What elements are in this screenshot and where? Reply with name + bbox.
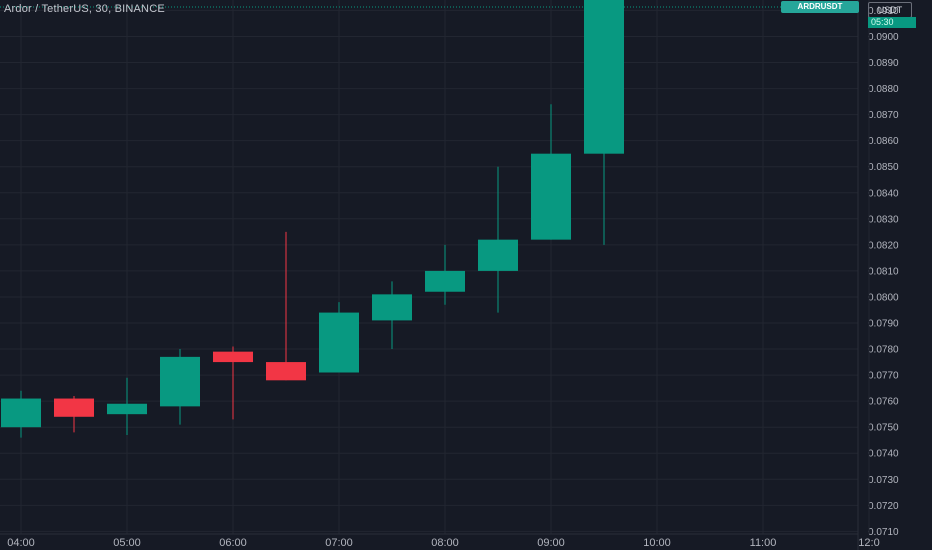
candle-body[interactable] (584, 0, 624, 154)
price-tick-label: 0.0910 (868, 6, 899, 17)
candle-body[interactable] (478, 239, 518, 271)
candle-body[interactable] (1, 398, 41, 428)
price-tick-label: 0.0900 (868, 32, 899, 43)
time-tick-label: 09:00 (537, 537, 565, 549)
price-tick-label: 0.0740 (868, 449, 899, 460)
candle-body[interactable] (372, 294, 412, 321)
price-tick-label: 0.0870 (868, 110, 899, 121)
price-tick-label: 0.0750 (868, 423, 899, 434)
candle-body[interactable] (160, 356, 200, 407)
time-tick-label: 06:00 (219, 537, 247, 549)
time-tick-label: 12:0 (858, 537, 879, 549)
time-tick-label: 08:00 (431, 537, 459, 549)
price-tick-label: 0.0860 (868, 136, 899, 147)
ticker-badge: ARDRUSDT (781, 1, 859, 13)
currency-selector[interactable]: USDT (868, 2, 912, 18)
candle-body[interactable] (425, 270, 465, 292)
price-tick-label: 0.0780 (868, 345, 899, 356)
chart-title: Ardor / TetherUS, 30, BINANCE (4, 3, 165, 15)
candle-body[interactable] (213, 351, 253, 363)
price-tick-label: 0.0830 (868, 214, 899, 225)
candle-body[interactable] (54, 398, 94, 417)
price-tick-label: 0.0790 (868, 319, 899, 330)
candle-body[interactable] (319, 312, 359, 373)
price-tick-label: 0.0710 (868, 527, 899, 538)
time-tick-label: 05:00 (113, 537, 141, 549)
time-tick-label: 10:00 (643, 537, 671, 549)
price-tick-label: 0.0820 (868, 240, 899, 251)
price-tick-label: 0.0760 (868, 397, 899, 408)
time-tick-label: 04:00 (7, 537, 35, 549)
candle-body[interactable] (107, 403, 147, 415)
price-tick-label: 0.0730 (868, 475, 899, 486)
price-tick-label: 0.0800 (868, 292, 899, 303)
time-tick-label: 07:00 (325, 537, 353, 549)
price-tick-label: 0.0880 (868, 84, 899, 95)
bar-countdown-badge: 05:30 (868, 17, 916, 28)
price-tick-label: 0.0720 (868, 501, 899, 512)
candle-body[interactable] (531, 153, 571, 240)
price-tick-label: 0.0810 (868, 266, 899, 277)
price-tick-label: 0.0840 (868, 188, 899, 199)
time-tick-label: 11:00 (750, 537, 777, 549)
price-tick-label: 0.0850 (868, 162, 899, 173)
price-tick-label: 0.0890 (868, 58, 899, 69)
price-tick-label: 0.0770 (868, 371, 899, 382)
candle-body[interactable] (266, 362, 306, 381)
